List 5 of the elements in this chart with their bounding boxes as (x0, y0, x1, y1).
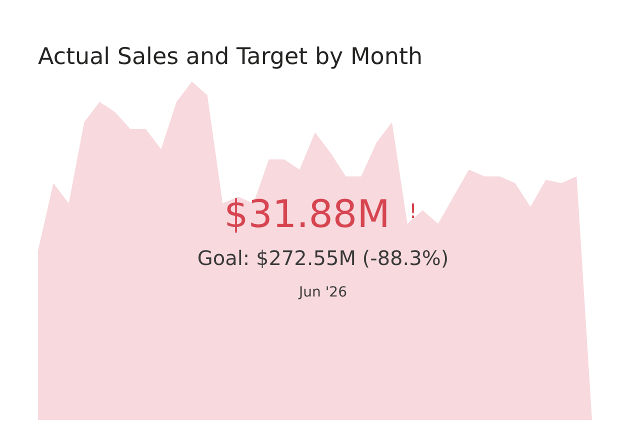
annotation: ! (408, 199, 418, 224)
annotation: $31.88M (224, 192, 390, 236)
annotation: Jun '26 (298, 284, 348, 301)
annotation: Goal: $272.55M (-88.3%) (197, 246, 449, 270)
chart-title: Actual Sales and Target by Month (38, 44, 423, 70)
